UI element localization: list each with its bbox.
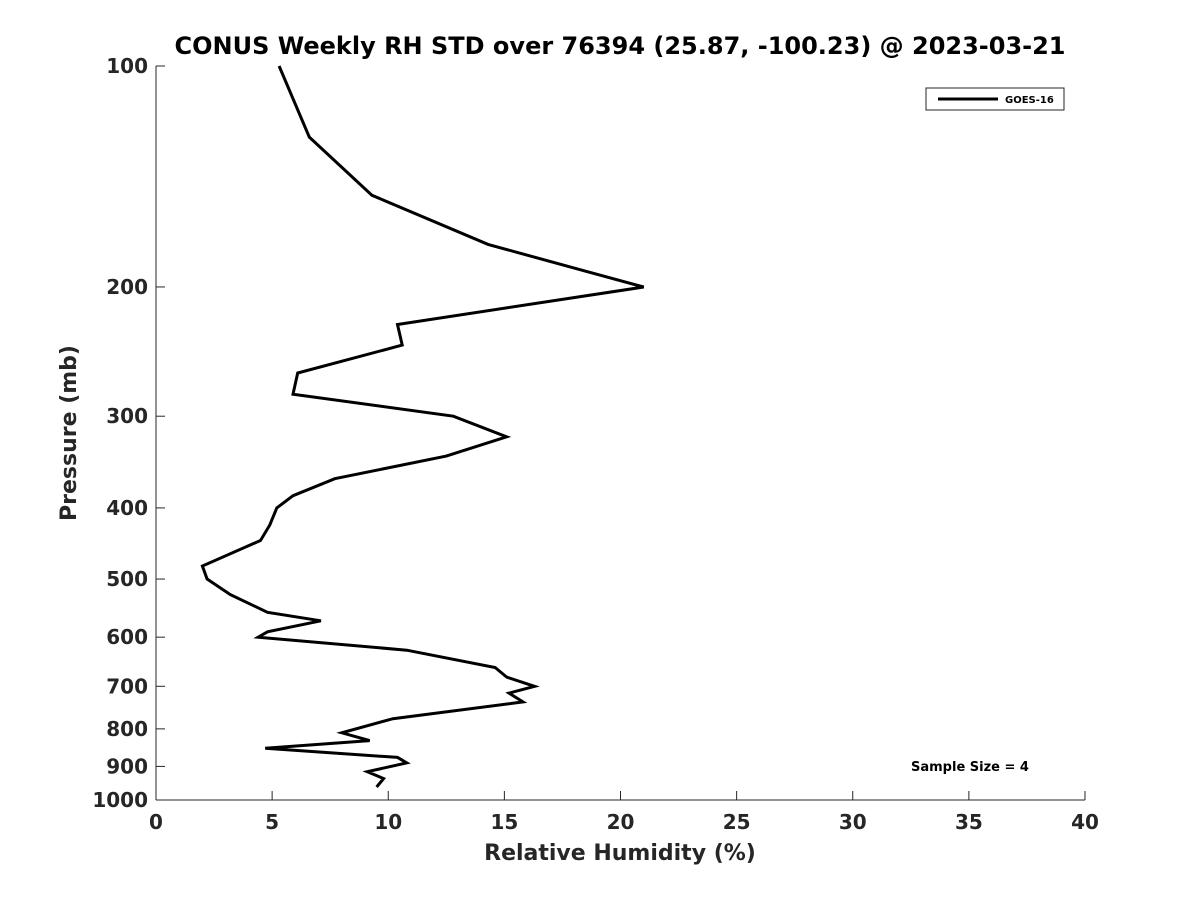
y-tick-label: 100 <box>106 54 148 78</box>
x-tick-label: 25 <box>723 810 751 834</box>
legend: GOES-16 <box>925 87 1065 111</box>
series-layer <box>200 65 645 788</box>
y-tick-label: 700 <box>106 674 148 698</box>
x-tick-label: 20 <box>607 810 635 834</box>
y-tick-label: 500 <box>106 567 148 591</box>
y-tick-label: 900 <box>106 754 148 778</box>
x-tick-label: 10 <box>374 810 402 834</box>
x-axis-ticks: 0 5 10 15 20 25 30 35 40 <box>149 791 1099 834</box>
y-tick-label: 400 <box>106 496 148 520</box>
x-tick-label: 5 <box>265 810 279 834</box>
x-tick-label: 30 <box>839 810 867 834</box>
y-tick-label: 300 <box>106 404 148 428</box>
legend-label-goes-16: GOES-16 <box>1005 95 1054 106</box>
y-tick-label: 1000 <box>92 788 148 812</box>
chart-title: CONUS Weekly RH STD over 76394 (25.87, -… <box>174 32 1065 60</box>
x-tick-label: 15 <box>490 810 518 834</box>
x-tick-label: 35 <box>955 810 983 834</box>
sample-size-annotation: Sample Size = 4 <box>911 760 1029 775</box>
x-tick-label: 40 <box>1071 810 1099 834</box>
x-axis-label: Relative Humidity (%) <box>484 841 756 866</box>
y-tick-label: 600 <box>106 625 148 649</box>
y-axis-ticks: 100 200 300 400 500 600 700 800 900 1000 <box>92 54 165 812</box>
y-axis-label: Pressure (mb) <box>57 345 82 521</box>
x-tick-label: 0 <box>149 810 163 834</box>
y-tick-label: 800 <box>106 717 148 741</box>
y-tick-label: 200 <box>106 275 148 299</box>
series-line-goes-16 <box>200 65 645 788</box>
